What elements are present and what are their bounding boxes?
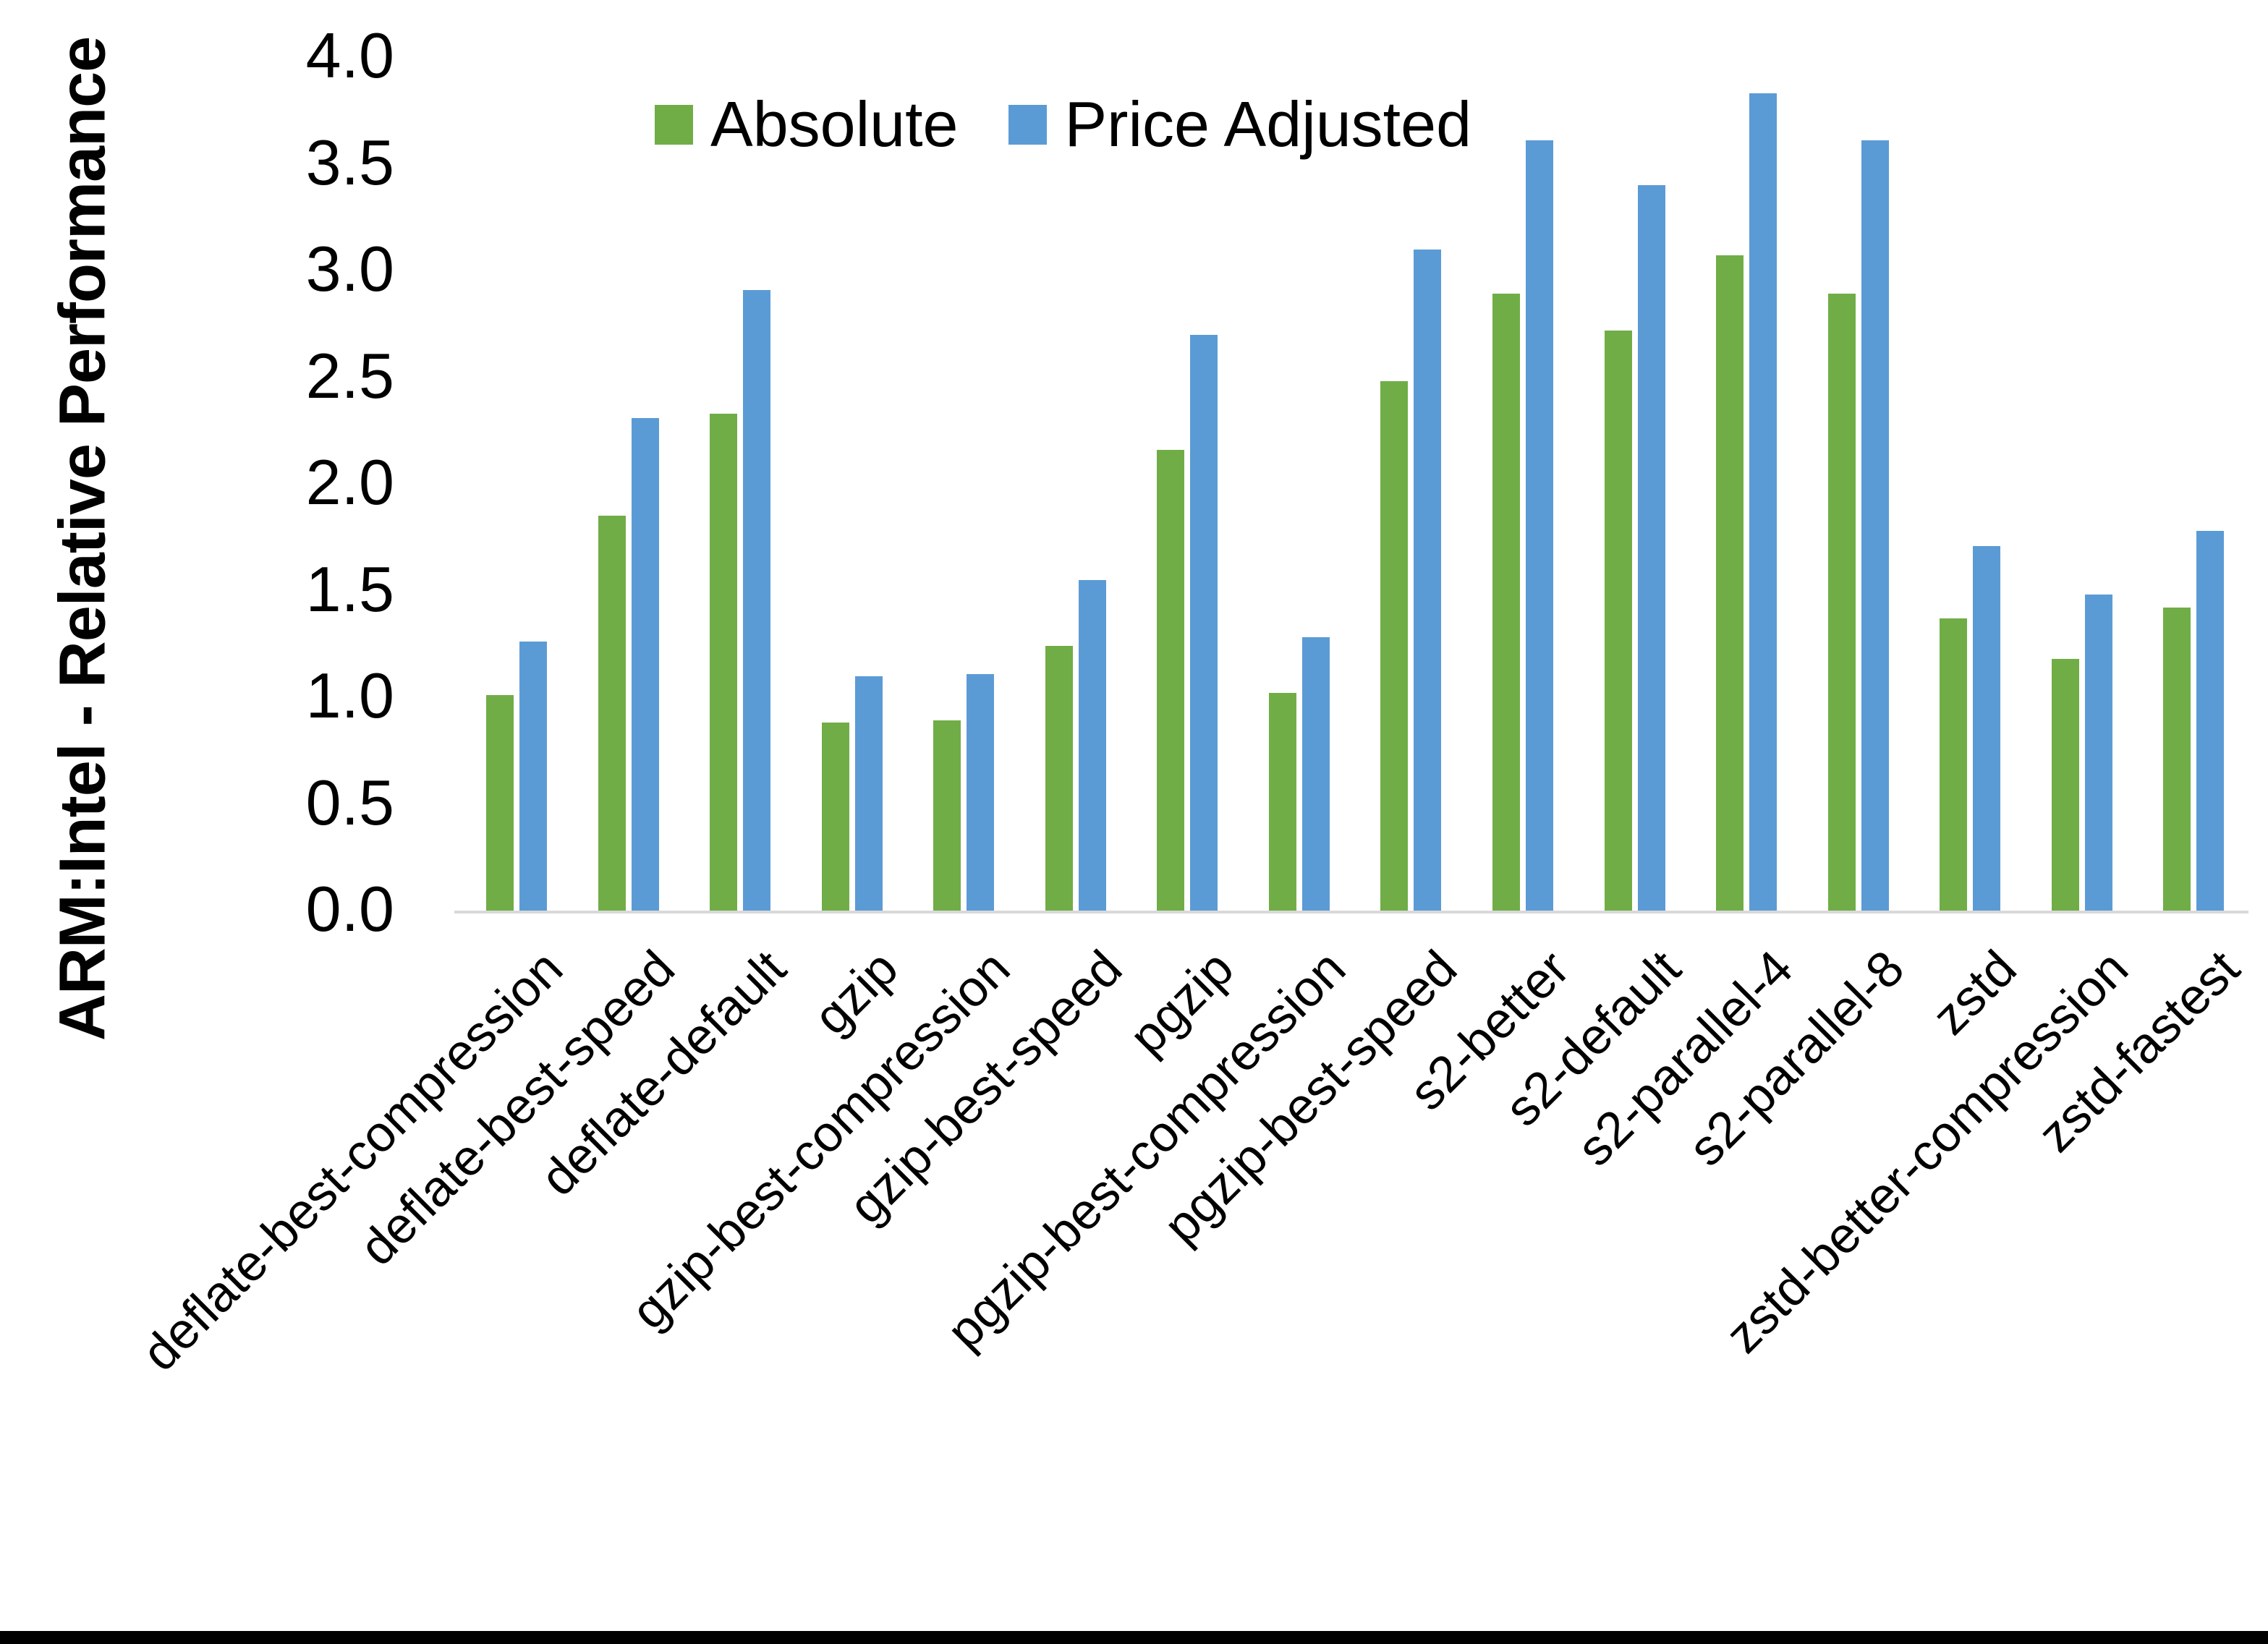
bar-absolute: [1827, 294, 1856, 911]
legend-swatch-absolute: [655, 104, 693, 145]
bar-absolute: [2051, 658, 2079, 911]
legend-swatch-price-adjusted: [1008, 104, 1048, 145]
y-tick-label: 1.0: [305, 660, 394, 732]
bar-absolute: [598, 516, 626, 911]
y-tick-label: 3.0: [305, 233, 394, 305]
bar-price-adjusted: [1190, 334, 1218, 911]
bar-price-adjusted: [854, 676, 883, 911]
legend: Absolute Price Adjusted: [655, 93, 1471, 156]
bar-absolute: [821, 723, 849, 911]
bar-price-adjusted: [1525, 140, 1553, 911]
bar-price-adjusted: [1973, 545, 2001, 911]
y-tick-label: 3.5: [305, 126, 394, 198]
bar-absolute: [1157, 449, 1185, 911]
y-tick-label: 1.5: [305, 553, 394, 625]
bar-absolute: [486, 695, 514, 911]
bar-price-adjusted: [967, 673, 995, 911]
bar-absolute: [1492, 294, 1520, 911]
bar-absolute: [1604, 330, 1632, 911]
plot-area: [454, 57, 2248, 913]
bar-price-adjusted: [631, 417, 659, 911]
legend-item-absolute: Absolute: [655, 93, 958, 156]
bar-price-adjusted: [2196, 530, 2225, 911]
legend-label-absolute: Absolute: [710, 88, 959, 160]
bar-absolute: [1380, 381, 1409, 911]
x-axis-label: deflate-best-compression: [131, 940, 574, 1382]
bar-absolute: [933, 720, 961, 911]
y-tick-label: 2.0: [305, 446, 394, 519]
bar-absolute: [1716, 255, 1744, 911]
bar-absolute: [710, 413, 738, 911]
bar-price-adjusted: [743, 289, 771, 911]
x-axis-line: [454, 911, 2248, 913]
bar-price-adjusted: [1301, 637, 1330, 911]
bar-price-adjusted: [1414, 249, 1442, 911]
y-tick-label: 2.5: [305, 339, 394, 412]
bar-price-adjusted: [1861, 140, 1889, 911]
legend-label-price-adjusted: Price Adjusted: [1064, 88, 1472, 160]
y-tick-label: 4.0: [305, 20, 394, 92]
legend-item-price-adjusted: Price Adjusted: [1008, 93, 1471, 156]
bar-absolute: [1940, 618, 1968, 911]
bar-absolute: [1045, 646, 1073, 911]
bar-absolute: [1268, 693, 1296, 911]
bar-price-adjusted: [519, 642, 547, 911]
bar-price-adjusted: [1078, 579, 1106, 911]
y-tick-label: 0.5: [305, 766, 394, 838]
bar-price-adjusted: [2084, 595, 2112, 911]
y-tick-label: 0.0: [305, 873, 394, 945]
bar-absolute: [2163, 608, 2191, 911]
bar-price-adjusted: [1637, 185, 1665, 911]
bar-price-adjusted: [1749, 93, 1778, 911]
bottom-border-bar: [0, 1631, 2268, 1644]
